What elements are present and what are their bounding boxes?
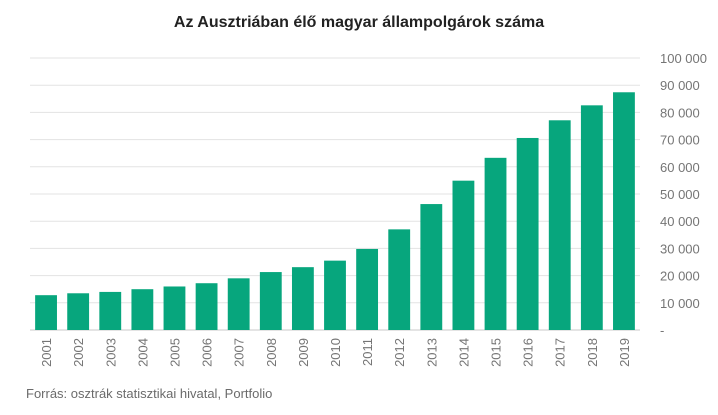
x-tick-label: 2003 [103, 338, 118, 367]
x-tick-label: 2015 [489, 338, 504, 367]
x-tick-label: 2004 [135, 338, 150, 367]
y-tick-label: 100 000 [660, 51, 707, 66]
x-tick-label: 2008 [264, 338, 279, 367]
bar-2015 [484, 157, 507, 330]
x-tick-label: 2010 [328, 338, 343, 367]
x-tick-label: 2017 [553, 338, 568, 367]
bar-2019 [613, 92, 635, 330]
chart-title: Az Ausztriában élő magyar állampolgárok … [173, 14, 545, 31]
bar-2004 [131, 289, 154, 330]
x-tick-label: 2016 [521, 338, 536, 367]
x-tick-label: 2014 [456, 338, 471, 367]
x-tick-label: 2013 [424, 338, 439, 367]
y-tick-label: 70 000 [660, 133, 700, 148]
y-tick-label: 80 000 [660, 105, 700, 120]
y-tick-label: 30 000 [660, 241, 700, 256]
x-tick-label: 2018 [585, 338, 600, 367]
y-tick-label: 10 000 [660, 296, 700, 311]
bar-2002 [67, 293, 90, 330]
bar-2008 [259, 272, 282, 330]
x-tick-label: 2002 [71, 338, 86, 367]
y-tick-label: 50 000 [660, 187, 700, 202]
y-tick-label: - [660, 323, 664, 338]
x-tick-label: 2019 [617, 338, 632, 367]
y-axis-labels: - 10 000 20 000 30 000 40 000 50 000 60 000 70 … [660, 51, 707, 338]
bars [35, 92, 635, 331]
x-tick-label: 2001 [39, 338, 54, 367]
bar-2010 [324, 260, 346, 330]
y-tick-label: 40 000 [660, 214, 700, 229]
bar-2017 [548, 120, 571, 331]
x-tick-label: 2012 [392, 338, 407, 367]
bar-2012 [388, 229, 411, 330]
bar-2014 [452, 180, 475, 330]
y-tick-label: 20 000 [660, 269, 700, 284]
bar-2009 [291, 267, 314, 330]
bar-2005 [163, 286, 186, 330]
x-tick-label: 2007 [232, 338, 247, 367]
y-tick-label: 60 000 [660, 160, 700, 175]
bar-2018 [580, 105, 603, 330]
x-axis-labels: 2001 2002 2003 2004 2005 2006 2007 2008 2009 2010… [39, 338, 632, 367]
bar-2001 [35, 295, 57, 330]
source-note: Forrás: osztrák statisztikai hivatal, Po… [26, 386, 273, 401]
y-tick-label: 90 000 [660, 78, 700, 93]
x-tick-label: 2006 [200, 338, 215, 367]
bar-2007 [227, 278, 250, 330]
bar-2003 [99, 291, 122, 330]
x-tick-label: 2009 [296, 338, 311, 367]
bar-2013 [420, 204, 443, 330]
x-tick-label: 2005 [167, 338, 182, 367]
bar-2016 [516, 137, 539, 330]
x-tick-label: 2011 [360, 338, 375, 366]
bar-2011 [356, 248, 379, 330]
bar-2006 [195, 283, 218, 330]
